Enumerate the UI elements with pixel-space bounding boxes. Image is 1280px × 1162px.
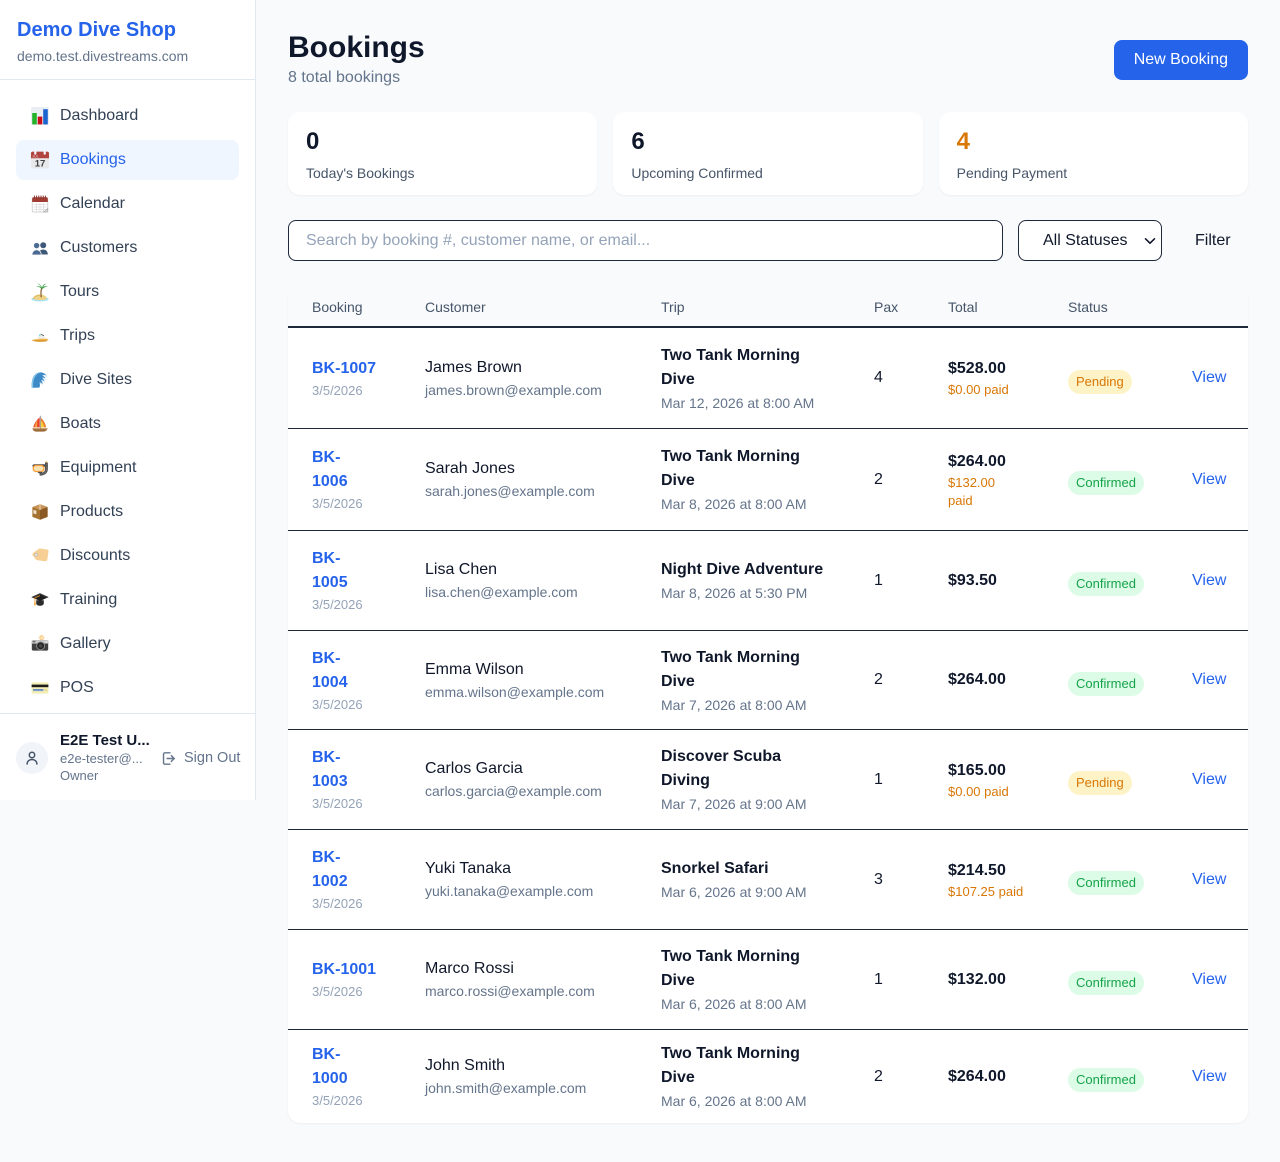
- svg-text:17: 17: [35, 158, 46, 169]
- svg-text:JUL: JUL: [32, 153, 40, 158]
